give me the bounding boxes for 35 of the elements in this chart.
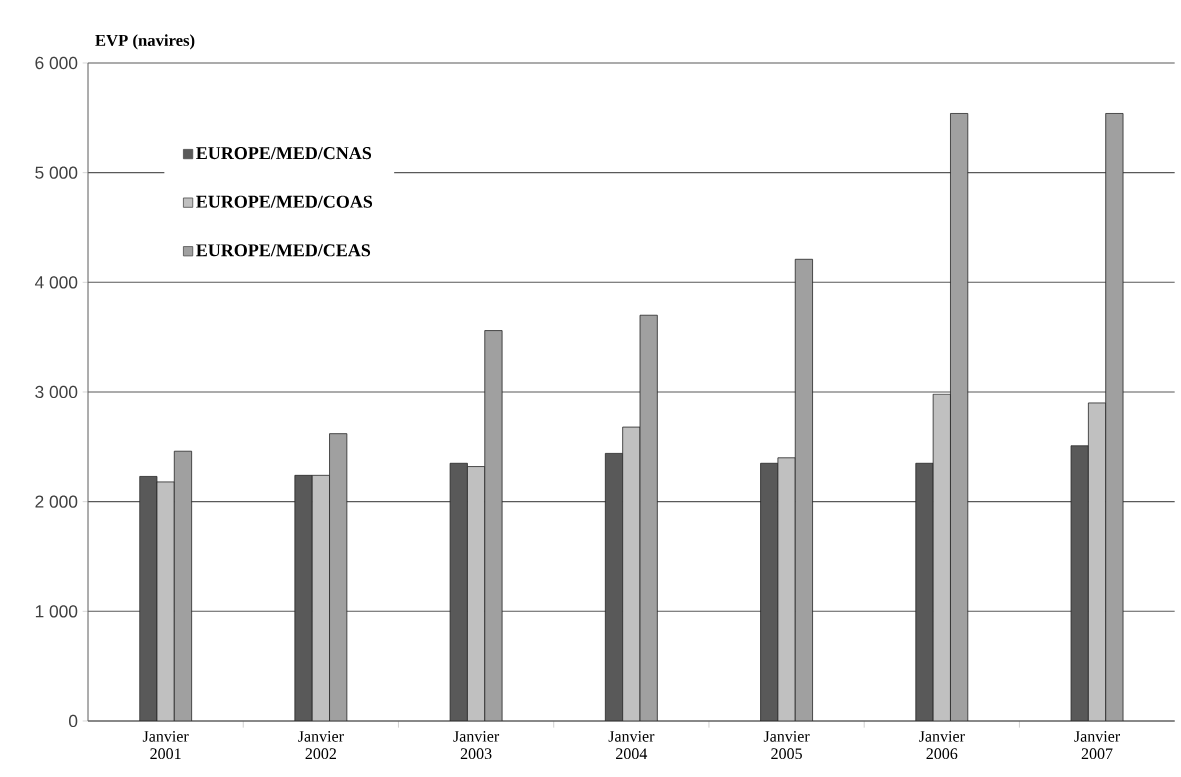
- bar: [932, 393, 951, 721]
- x-tick-label: Janvier 2005: [763, 731, 810, 760]
- bar: [329, 433, 348, 721]
- bar: [622, 426, 641, 721]
- y-tick-label: 6 000: [35, 56, 78, 70]
- bar: [1105, 113, 1124, 721]
- x-tick-label: Janvier 2006: [919, 731, 965, 760]
- y-tick-label: 0: [68, 714, 78, 728]
- y-tick-label: 4 000: [34, 276, 78, 289]
- x-tick-label: Janvier 2004: [608, 731, 655, 760]
- bar: [467, 466, 486, 721]
- bar: [794, 258, 813, 721]
- x-tick-label: Janvier 2007: [1074, 731, 1121, 760]
- bar: [777, 457, 796, 721]
- legend-label: EUROPE/MED/CEAS: [196, 244, 371, 257]
- legend-label: EUROPE/MED/COAS: [196, 195, 373, 208]
- bar: [950, 113, 969, 721]
- bar: [484, 330, 503, 721]
- y-tick-label: 2 000: [35, 495, 78, 508]
- bar: [1087, 402, 1107, 721]
- y-tick-label: 5 000: [35, 166, 78, 179]
- bar: [449, 462, 468, 721]
- x-tick-label: Janvier 2001: [142, 731, 189, 760]
- x-tick-label: Janvier 2002: [298, 731, 344, 760]
- bar: [1070, 445, 1089, 721]
- bar: [173, 450, 193, 721]
- legend-label: EUROPE/MED/CNAS: [196, 147, 372, 160]
- bar: [311, 474, 330, 721]
- x-tick-label: Janvier 2003: [453, 731, 500, 760]
- y-axis-title: EVP (navires): [95, 34, 195, 50]
- bar: [156, 481, 175, 721]
- bar: [294, 474, 313, 721]
- bar: [639, 314, 658, 721]
- y-tick-label: 3 000: [35, 385, 78, 399]
- y-tick-label: 1 000: [35, 605, 78, 618]
